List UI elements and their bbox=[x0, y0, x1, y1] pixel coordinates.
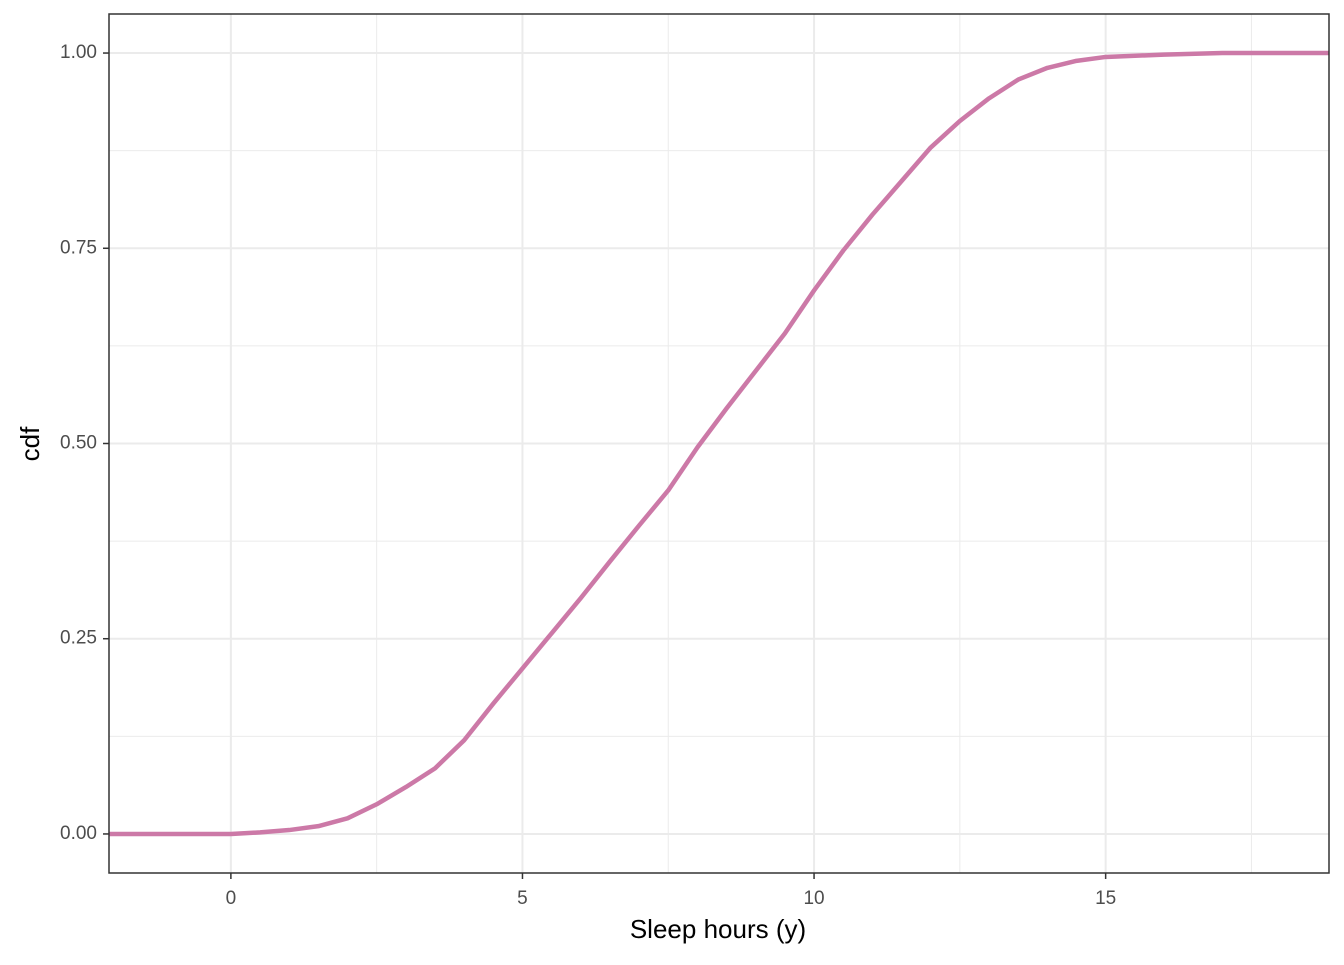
x-tick-label: 10 bbox=[803, 888, 824, 909]
x-tick-label: 5 bbox=[517, 888, 528, 909]
data-line bbox=[109, 50, 1329, 837]
y-tick-label: 1.00 bbox=[60, 42, 97, 63]
y-tick-label: 0.25 bbox=[60, 628, 97, 649]
y-axis-label: cdf bbox=[15, 426, 45, 461]
x-tick-label: 0 bbox=[226, 888, 237, 909]
x-axis-label: Sleep hours (y) bbox=[630, 914, 806, 944]
y-tick-label: 0.75 bbox=[60, 237, 97, 258]
y-tick-label: 0.50 bbox=[60, 433, 97, 454]
x-tick-label: 15 bbox=[1095, 888, 1116, 909]
y-tick-label: 0.00 bbox=[60, 823, 97, 844]
plot-border bbox=[108, 13, 1330, 874]
